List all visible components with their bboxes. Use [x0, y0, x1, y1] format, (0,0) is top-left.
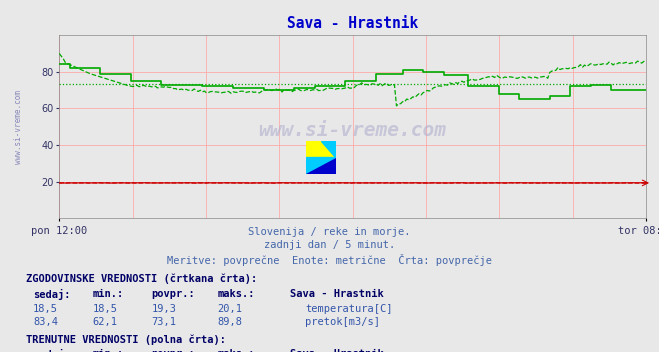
Text: 18,5: 18,5	[33, 304, 58, 314]
Text: maks.:: maks.:	[217, 349, 255, 352]
Text: Meritve: povprečne  Enote: metrične  Črta: povprečje: Meritve: povprečne Enote: metrične Črta:…	[167, 254, 492, 266]
Text: 20,1: 20,1	[217, 304, 243, 314]
Text: 83,4: 83,4	[33, 317, 58, 327]
Text: TRENUTNE VREDNOSTI (polna črta):: TRENUTNE VREDNOSTI (polna črta):	[26, 334, 226, 345]
Text: 73,1: 73,1	[152, 317, 177, 327]
Title: Sava - Hrastnik: Sava - Hrastnik	[287, 16, 418, 31]
Text: 89,8: 89,8	[217, 317, 243, 327]
Polygon shape	[306, 141, 322, 158]
Text: 19,3: 19,3	[152, 304, 177, 314]
Text: temperatura[C]: temperatura[C]	[305, 304, 393, 314]
Polygon shape	[306, 141, 336, 158]
Text: povpr.:: povpr.:	[152, 349, 195, 352]
Text: Slovenija / reke in morje.: Slovenija / reke in morje.	[248, 227, 411, 237]
Text: povpr.:: povpr.:	[152, 289, 195, 299]
Text: sedaj:: sedaj:	[33, 349, 71, 352]
Text: www.si-vreme.com: www.si-vreme.com	[258, 121, 447, 140]
Text: zadnji dan / 5 minut.: zadnji dan / 5 minut.	[264, 240, 395, 250]
Text: maks.:: maks.:	[217, 289, 255, 299]
Text: 62,1: 62,1	[92, 317, 117, 327]
Text: sedaj:: sedaj:	[33, 289, 71, 300]
Text: Sava - Hrastnik: Sava - Hrastnik	[290, 349, 384, 352]
Text: min.:: min.:	[92, 349, 123, 352]
Polygon shape	[306, 158, 336, 174]
Text: min.:: min.:	[92, 289, 123, 299]
Polygon shape	[306, 158, 336, 174]
Text: www.si-vreme.com: www.si-vreme.com	[14, 90, 23, 164]
Polygon shape	[322, 141, 336, 158]
Text: ZGODOVINSKE VREDNOSTI (črtkana črta):: ZGODOVINSKE VREDNOSTI (črtkana črta):	[26, 273, 258, 284]
Text: pretok[m3/s]: pretok[m3/s]	[305, 317, 380, 327]
Text: Sava - Hrastnik: Sava - Hrastnik	[290, 289, 384, 299]
Text: 18,5: 18,5	[92, 304, 117, 314]
